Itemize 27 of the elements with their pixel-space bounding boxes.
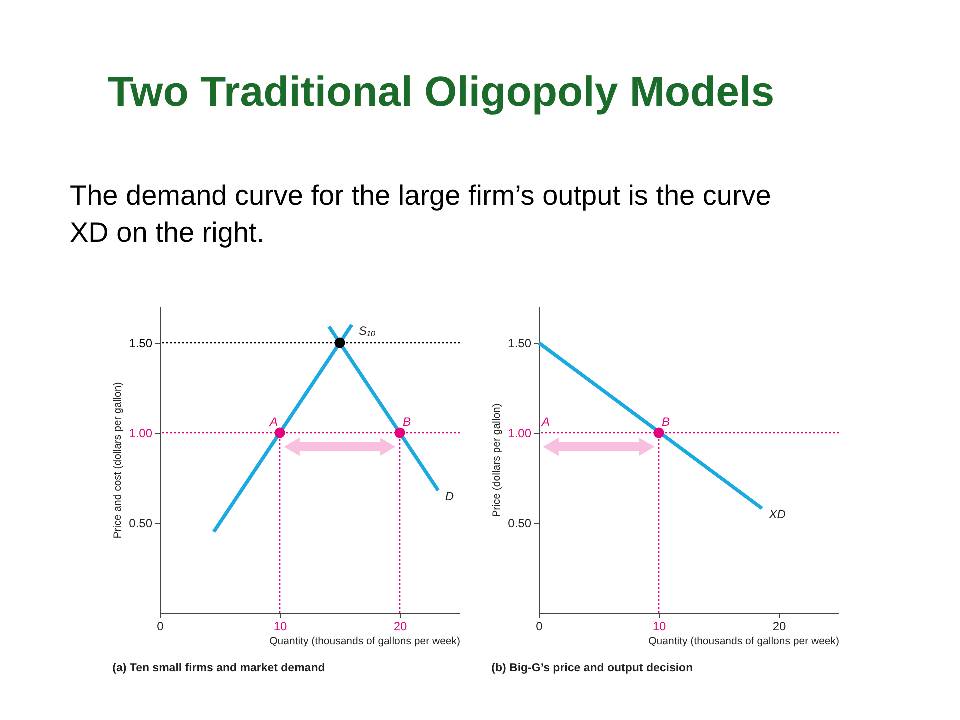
y-tick-label: 1.50 xyxy=(508,336,532,350)
x-tick-label: 10 xyxy=(652,620,666,634)
text: The demand curve for the large firm’s output is the curve XD on the right. xyxy=(70,180,772,248)
y-axis-title: Price and cost (dollars per gallon) xyxy=(112,382,124,539)
x-tick-label: 20 xyxy=(394,620,408,634)
annotation: A xyxy=(268,415,278,429)
annotation: A xyxy=(541,415,550,429)
text: Two Traditional Oligopoly Models xyxy=(108,68,775,115)
x-axis-title: Quantity (thousands of gallons per week) xyxy=(270,636,460,648)
y-tick-label: 0.50 xyxy=(129,516,153,530)
y-tick-label: 0.50 xyxy=(508,516,532,530)
x-tick-label: 20 xyxy=(772,620,786,634)
x-tick-label: 10 xyxy=(274,620,288,634)
annotation: B xyxy=(662,415,670,429)
x-tick-label: 0 xyxy=(536,620,544,634)
y-tick-label: 1.00 xyxy=(508,426,532,440)
annotation: B xyxy=(403,415,412,429)
x-tick-label: 0 xyxy=(157,620,164,634)
text: (a) Ten small firms and market demand xyxy=(112,662,326,674)
x-axis-title: Quantity (thousands of gallons per week) xyxy=(648,636,840,648)
y-axis-title: Price (dollars per gallon) xyxy=(491,404,504,518)
y-tick-label: 1.00 xyxy=(129,426,153,440)
text: (b) Big-G’s price and output decision xyxy=(492,662,694,674)
y-tick-label: 1.50 xyxy=(129,336,153,350)
series-label: D xyxy=(445,490,454,504)
series-label: XD xyxy=(768,508,786,522)
series-label: S₁₀ xyxy=(359,324,376,338)
